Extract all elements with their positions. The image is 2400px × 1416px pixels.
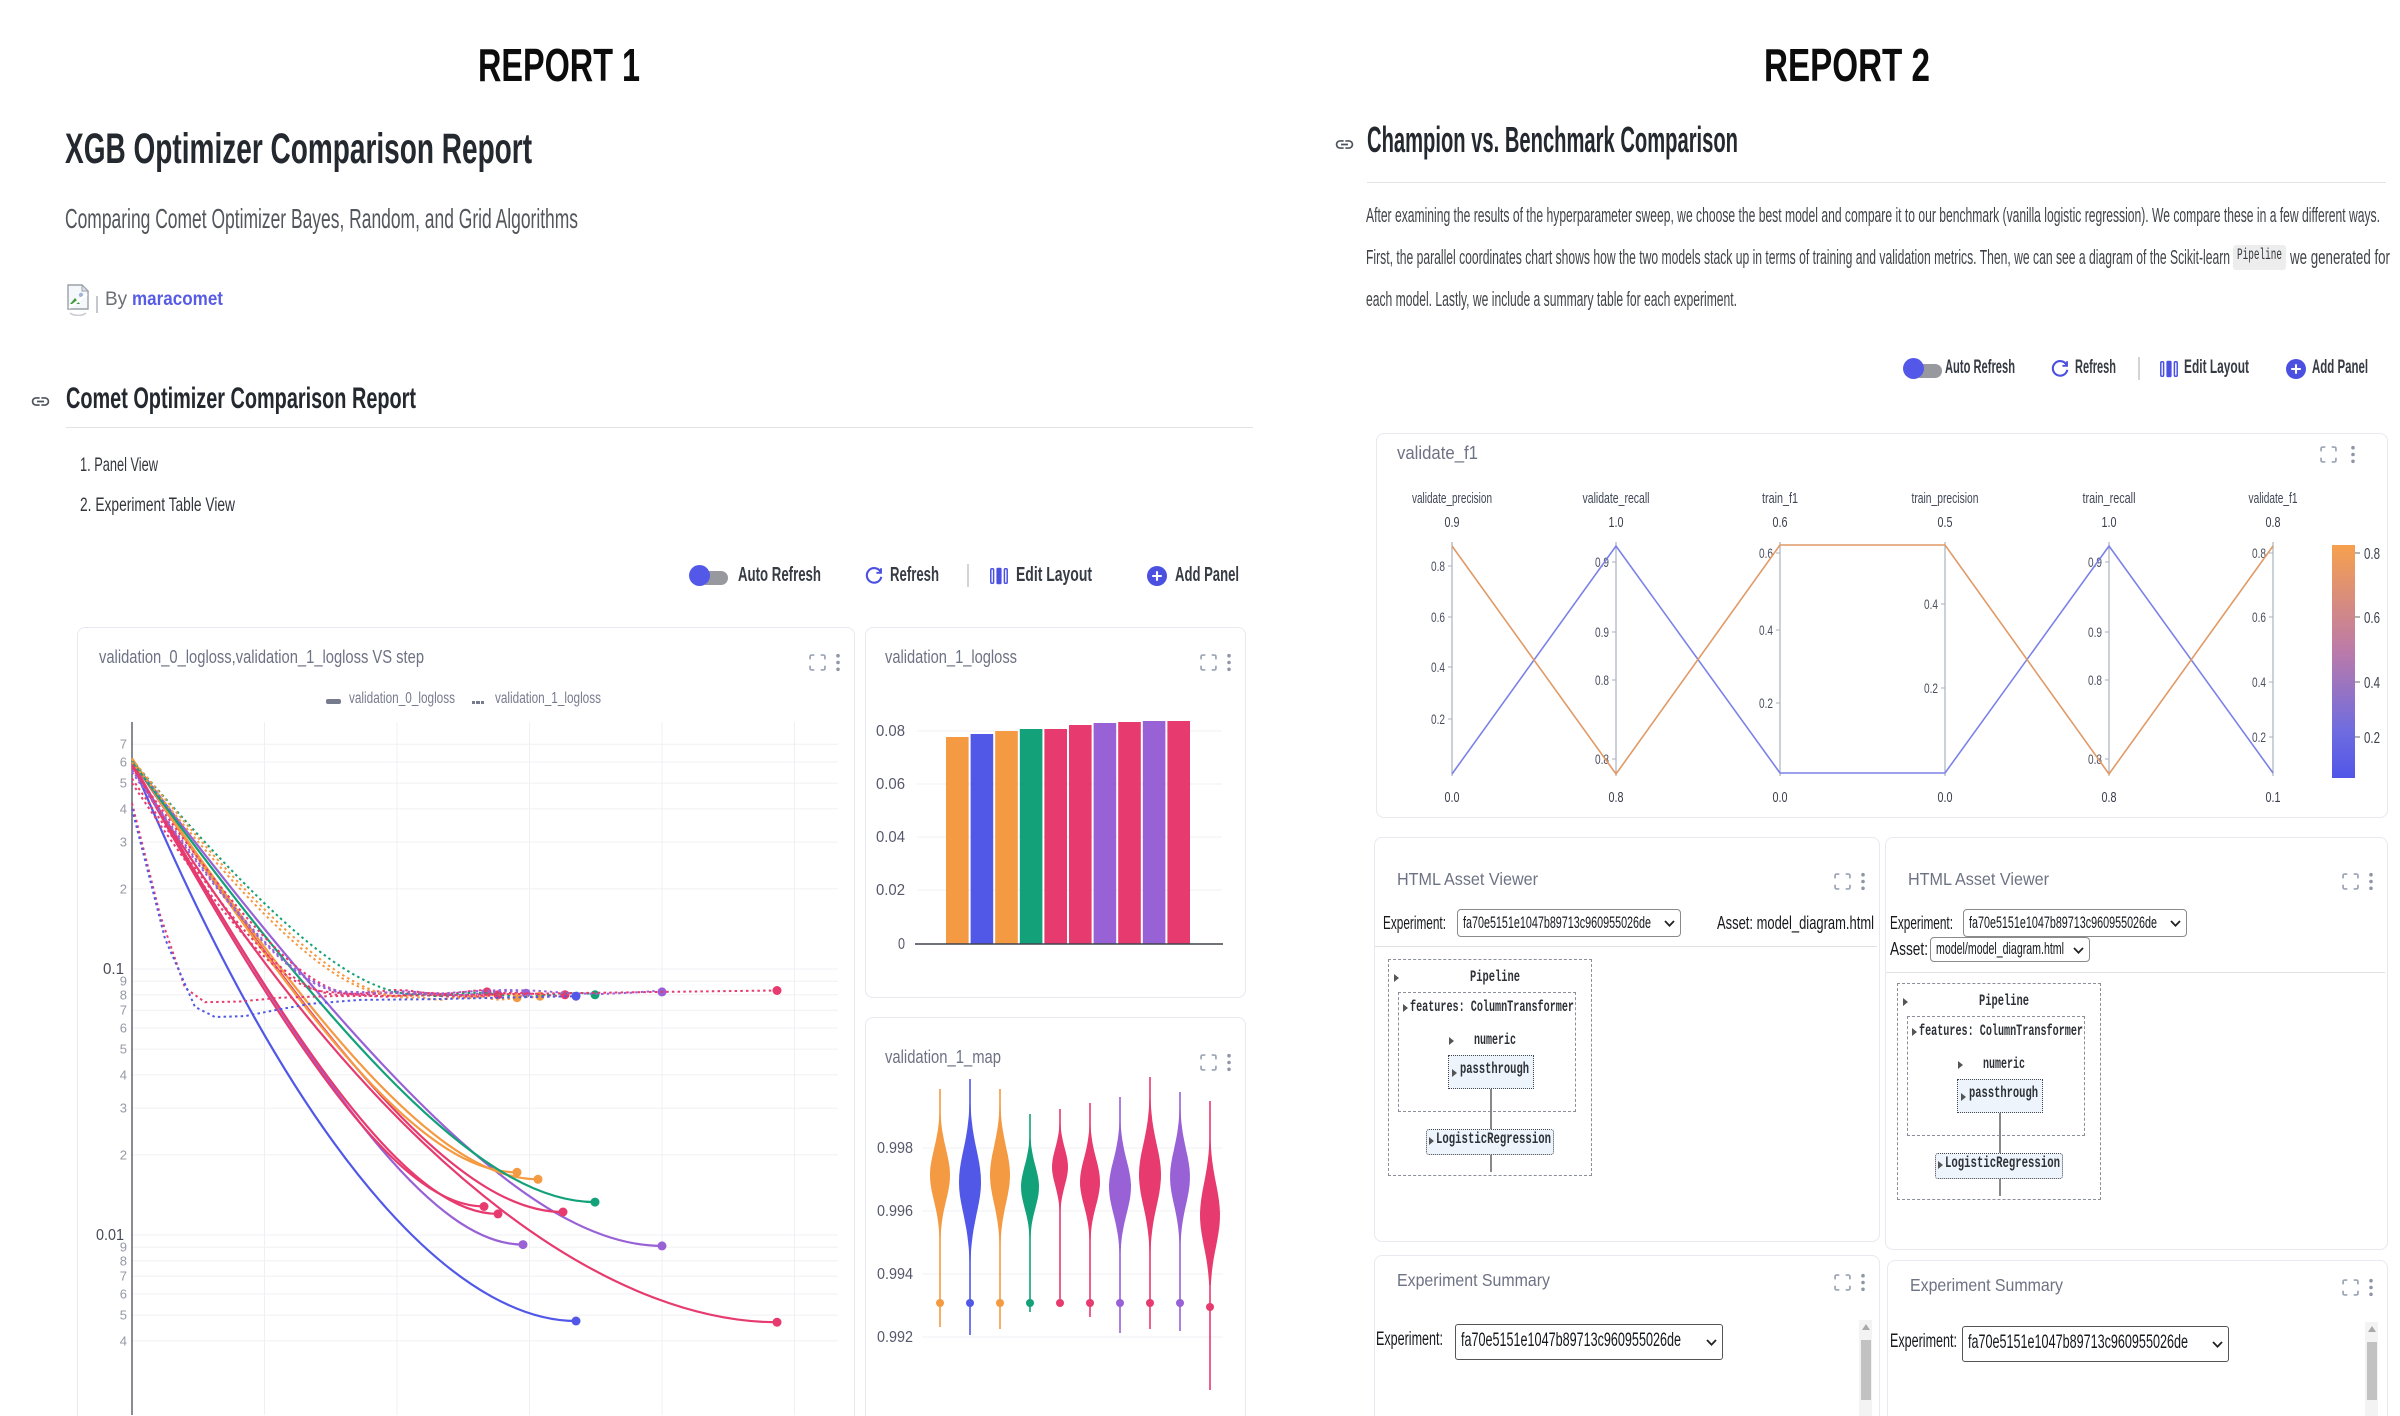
svg-text:7: 7 bbox=[120, 1003, 127, 1018]
svg-text:0.2: 0.2 bbox=[1924, 680, 1938, 696]
svg-text:0.4: 0.4 bbox=[1924, 596, 1938, 612]
svg-text:5: 5 bbox=[120, 1308, 127, 1323]
svg-text:0.1: 0.1 bbox=[2266, 790, 2281, 806]
svg-text:validate_precision: validate_precision bbox=[1412, 490, 1492, 507]
svg-text:0.996: 0.996 bbox=[877, 1203, 913, 1220]
svg-text:0.0: 0.0 bbox=[1445, 790, 1460, 806]
svg-text:0.9: 0.9 bbox=[1595, 624, 1609, 640]
svg-text:8: 8 bbox=[120, 987, 127, 1002]
svg-text:0.998: 0.998 bbox=[877, 1140, 913, 1157]
svg-text:0.8: 0.8 bbox=[1609, 790, 1624, 806]
svg-text:9: 9 bbox=[120, 974, 127, 989]
svg-text:0.8: 0.8 bbox=[2266, 515, 2281, 531]
svg-text:0.06: 0.06 bbox=[876, 776, 905, 793]
svg-text:8: 8 bbox=[120, 1253, 127, 1268]
svg-text:0.4: 0.4 bbox=[2364, 675, 2380, 692]
svg-text:1.0: 1.0 bbox=[1609, 515, 1624, 531]
svg-text:0.6: 0.6 bbox=[1759, 545, 1773, 561]
svg-text:train_precision: train_precision bbox=[1912, 490, 1979, 507]
svg-text:3: 3 bbox=[120, 835, 127, 850]
svg-text:0.5: 0.5 bbox=[1938, 515, 1953, 531]
svg-text:0.8: 0.8 bbox=[1595, 751, 1609, 767]
svg-text:0.8: 0.8 bbox=[2088, 751, 2102, 767]
svg-text:0.4: 0.4 bbox=[1431, 659, 1445, 675]
svg-text:0.9: 0.9 bbox=[1595, 554, 1609, 570]
svg-text:0.9: 0.9 bbox=[2088, 624, 2102, 640]
svg-text:0: 0 bbox=[898, 936, 905, 953]
svg-text:0.2: 0.2 bbox=[1759, 695, 1773, 711]
svg-text:0.8: 0.8 bbox=[2364, 546, 2380, 563]
svg-text:3: 3 bbox=[120, 1101, 127, 1116]
svg-text:6: 6 bbox=[120, 1287, 127, 1302]
svg-text:0.8: 0.8 bbox=[1431, 558, 1445, 574]
svg-text:0.6: 0.6 bbox=[2364, 610, 2380, 627]
svg-text:0.08: 0.08 bbox=[876, 723, 905, 740]
svg-text:0.4: 0.4 bbox=[1759, 622, 1773, 638]
svg-text:7: 7 bbox=[120, 1269, 127, 1284]
svg-text:0.02: 0.02 bbox=[876, 882, 905, 899]
svg-text:4: 4 bbox=[120, 1067, 127, 1082]
svg-text:train_recall: train_recall bbox=[2083, 490, 2136, 507]
svg-text:0.0: 0.0 bbox=[1773, 790, 1788, 806]
svg-text:0.9: 0.9 bbox=[2088, 554, 2102, 570]
svg-text:0.01: 0.01 bbox=[96, 1227, 124, 1244]
svg-text:2: 2 bbox=[120, 1147, 127, 1162]
svg-text:0.1: 0.1 bbox=[103, 961, 124, 978]
svg-text:0.6: 0.6 bbox=[1431, 609, 1445, 625]
svg-text:0.994: 0.994 bbox=[877, 1266, 913, 1283]
svg-text:0.6: 0.6 bbox=[2252, 609, 2266, 625]
svg-text:0.4: 0.4 bbox=[2252, 674, 2266, 690]
svg-text:0.0: 0.0 bbox=[1938, 790, 1953, 806]
svg-text:7: 7 bbox=[120, 737, 127, 752]
svg-text:2: 2 bbox=[120, 881, 127, 896]
svg-text:0.992: 0.992 bbox=[877, 1329, 913, 1346]
svg-text:9: 9 bbox=[120, 1240, 127, 1255]
svg-text:6: 6 bbox=[120, 1021, 127, 1036]
svg-text:validate_f1: validate_f1 bbox=[2249, 490, 2298, 507]
svg-text:0.8: 0.8 bbox=[2102, 790, 2117, 806]
svg-text:1.0: 1.0 bbox=[2102, 515, 2117, 531]
svg-text:6: 6 bbox=[120, 755, 127, 770]
svg-text:0.04: 0.04 bbox=[876, 829, 905, 846]
svg-text:0.8: 0.8 bbox=[1595, 672, 1609, 688]
svg-text:5: 5 bbox=[120, 1042, 127, 1057]
svg-text:0.2: 0.2 bbox=[1431, 711, 1445, 727]
svg-text:validate_recall: validate_recall bbox=[1583, 490, 1650, 507]
svg-text:4: 4 bbox=[120, 1333, 127, 1348]
svg-text:0.8: 0.8 bbox=[2088, 672, 2102, 688]
svg-text:4: 4 bbox=[120, 801, 127, 816]
svg-text:5: 5 bbox=[120, 776, 127, 791]
svg-text:0.2: 0.2 bbox=[2364, 730, 2380, 747]
svg-text:train_f1: train_f1 bbox=[1762, 490, 1798, 507]
svg-text:0.9: 0.9 bbox=[1445, 515, 1460, 531]
svg-text:0.2: 0.2 bbox=[2252, 729, 2266, 745]
svg-text:0.8: 0.8 bbox=[2252, 545, 2266, 561]
svg-text:0.6: 0.6 bbox=[1773, 515, 1788, 531]
